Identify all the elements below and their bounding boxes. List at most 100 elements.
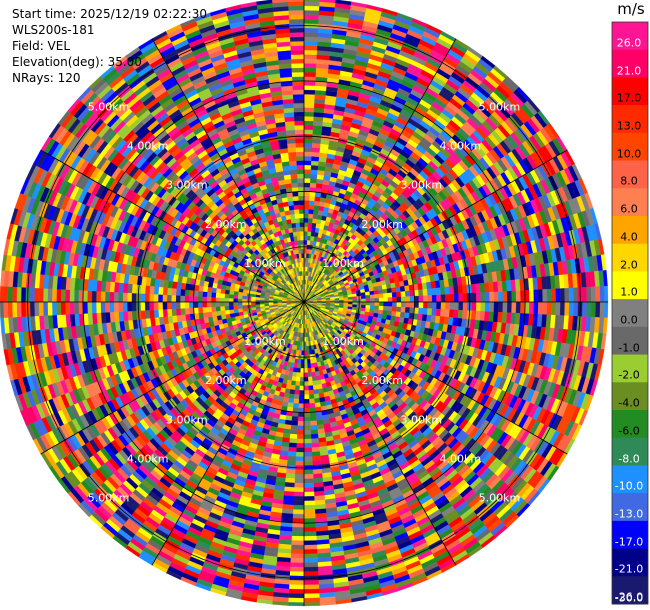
velocity-gate	[476, 301, 482, 312]
velocity-gate	[290, 549, 305, 555]
velocity-gate	[293, 394, 300, 400]
velocity-gate	[400, 306, 406, 313]
velocity-gate	[427, 295, 433, 303]
velocity-gate	[290, 544, 305, 550]
velocity-gate	[293, 487, 305, 493]
velocity-gate	[288, 584, 305, 590]
velocity-gate	[515, 301, 521, 314]
velocity-gate	[303, 204, 310, 210]
velocity-gate	[307, 367, 312, 373]
velocity-gate	[462, 284, 468, 294]
velocity-gate	[303, 403, 310, 409]
velocity-gate	[311, 156, 320, 162]
velocity-gate	[542, 289, 548, 303]
velocity-gate	[308, 385, 314, 391]
velocity-gate	[303, 522, 316, 528]
velocity-gate	[314, 397, 321, 404]
velocity-gate	[582, 287, 588, 303]
velocity-gate	[312, 384, 319, 391]
velocity-gate	[295, 376, 301, 382]
velocity-gate	[476, 292, 482, 303]
velocity-gate	[306, 350, 310, 356]
velocity-gate	[422, 308, 428, 316]
velocity-gate	[399, 312, 406, 319]
velocity-gate	[440, 301, 446, 310]
velocity-gate	[453, 301, 459, 311]
velocity-gate	[378, 301, 384, 307]
velocity-gate	[303, 107, 315, 113]
velocity-gate	[568, 287, 574, 303]
velocity-gate	[559, 301, 566, 316]
velocity-gate	[310, 169, 319, 175]
velocity-gate	[396, 291, 402, 298]
velocity-gate	[303, 14, 320, 20]
velocity-gate	[310, 173, 318, 180]
velocity-gate	[294, 385, 300, 391]
velocity-gate	[391, 292, 397, 298]
velocity-gate	[303, 390, 310, 396]
velocity-gate	[310, 429, 319, 435]
velocity-gate	[458, 293, 464, 303]
velocity-gate	[493, 291, 499, 303]
velocity-gate	[295, 456, 305, 462]
velocity-gate	[303, 200, 310, 206]
velocity-gate	[427, 301, 433, 309]
velocity-gate	[436, 301, 442, 310]
velocity-gate	[573, 287, 579, 303]
velocity-gate	[361, 301, 367, 306]
velocity-gate	[303, 164, 312, 170]
velocity-gate	[382, 293, 389, 298]
velocity-gate	[453, 285, 459, 295]
velocity-gate	[303, 385, 309, 391]
velocity-gate	[292, 504, 305, 510]
velocity-gate	[308, 217, 313, 224]
velocity-gate	[471, 301, 477, 312]
velocity-gate	[400, 301, 406, 308]
velocity-gate	[312, 468, 323, 475]
velocity-gate	[529, 289, 535, 303]
velocity-gate	[293, 496, 305, 502]
velocity-gate	[303, 5, 320, 11]
velocity-gate	[303, 527, 317, 533]
velocity-gate	[290, 557, 305, 564]
velocity-gate	[462, 293, 468, 303]
velocity-gate	[361, 298, 367, 303]
velocity-gate	[303, 398, 310, 404]
velocity-gate	[303, 226, 309, 232]
velocity-gate	[308, 398, 315, 404]
velocity-gate	[369, 305, 375, 310]
velocity-gate	[303, 217, 309, 223]
velocity-gate	[303, 102, 315, 108]
velocity-gate	[352, 301, 358, 305]
velocity-gate	[307, 363, 312, 369]
velocity-gate	[369, 294, 375, 299]
velocity-gate	[289, 571, 305, 577]
velocity-gate	[314, 196, 321, 202]
velocity-gate	[440, 287, 446, 295]
velocity-gate	[303, 478, 314, 484]
velocity-gate	[311, 442, 320, 448]
velocity-gate	[462, 310, 468, 320]
velocity-gate	[303, 36, 319, 42]
velocity-gate	[520, 290, 526, 303]
velocity-gate	[445, 294, 451, 303]
velocity-gate	[306, 359, 311, 364]
velocity-gate	[404, 285, 410, 292]
velocity-gate	[312, 213, 319, 220]
velocity-gate	[303, 80, 316, 86]
velocity-gate	[303, 208, 310, 214]
velocity-gate	[365, 298, 371, 303]
velocity-gate	[599, 286, 605, 303]
velocity-gate	[303, 76, 316, 82]
velocity-gate	[462, 301, 468, 311]
velocity-gate	[286, 460, 296, 466]
velocity-gate	[303, 434, 312, 440]
velocity-gate	[289, 384, 296, 391]
velocity-gate	[378, 289, 384, 295]
velocity-gate	[303, 518, 316, 524]
velocity-gate	[295, 460, 305, 466]
velocity-gate	[296, 434, 305, 440]
velocity-gate	[303, 248, 307, 254]
velocity-gate	[418, 307, 424, 315]
velocity-gate	[303, 49, 318, 55]
